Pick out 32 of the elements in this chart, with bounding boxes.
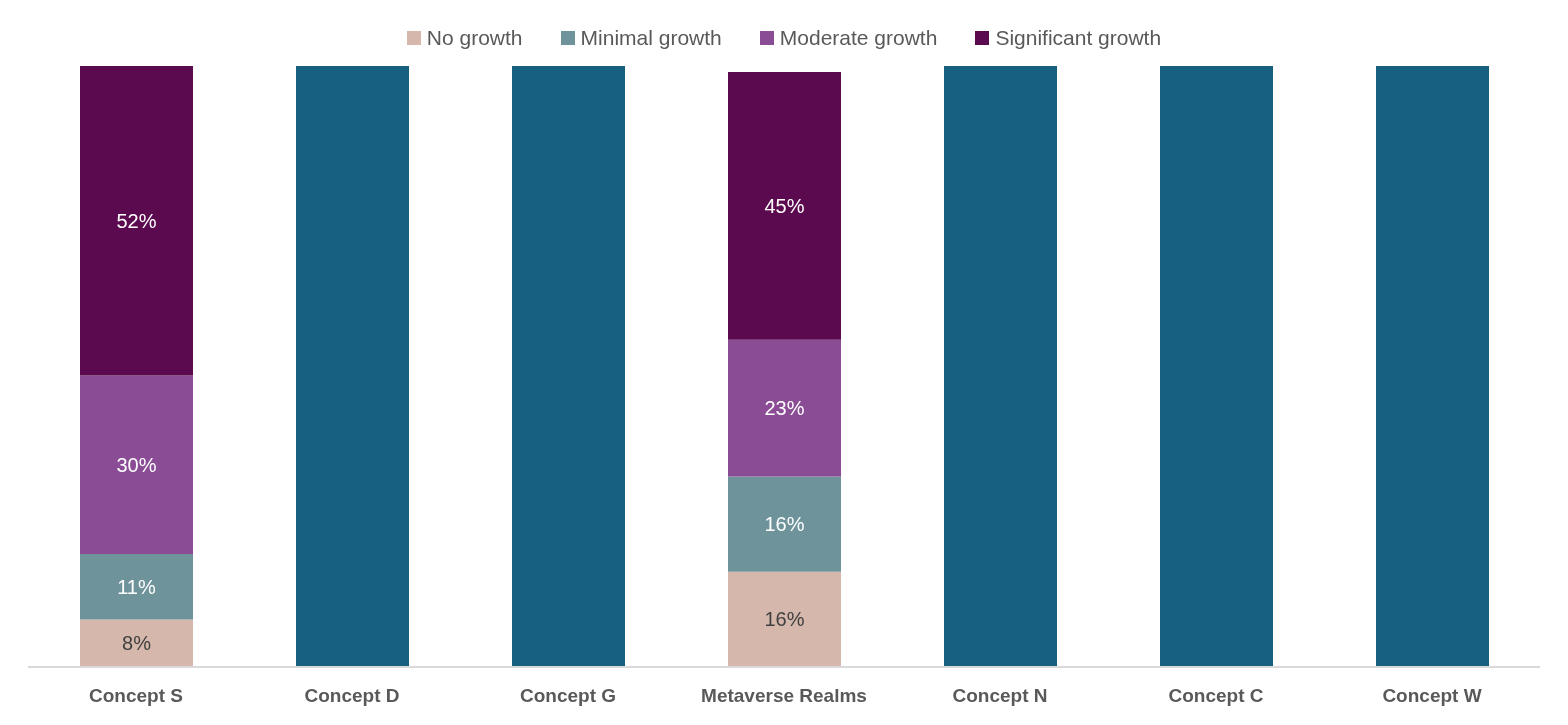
- bar: [944, 66, 1057, 667]
- legend-label: No growth: [426, 26, 523, 50]
- data-label: 11%: [117, 575, 156, 598]
- data-label: 52%: [116, 209, 157, 232]
- x-tick-label: Concept S: [89, 685, 183, 707]
- data-label: 16%: [764, 513, 805, 536]
- bar: [1160, 66, 1273, 667]
- bar: [80, 375, 193, 554]
- x-tick-label: Concept D: [304, 685, 400, 707]
- bar: [728, 339, 841, 477]
- bar: [1376, 66, 1489, 667]
- bar: [728, 571, 841, 667]
- bar: [296, 66, 409, 667]
- bar: [80, 553, 193, 620]
- data-label: 30%: [116, 453, 157, 476]
- x-tick-label: Concept C: [1168, 685, 1264, 707]
- data-label: 16%: [764, 608, 805, 631]
- data-label: 8%: [122, 632, 152, 655]
- legend-label: Significant growth: [995, 26, 1162, 50]
- legend-label: Moderate growth: [779, 26, 938, 50]
- bar: [728, 476, 841, 572]
- x-tick-label: Concept W: [1382, 685, 1482, 707]
- x-tick-label: Concept N: [952, 685, 1048, 707]
- bar: [80, 619, 193, 667]
- bar: [512, 66, 625, 667]
- x-tick-label: Metaverse Realms: [701, 685, 867, 707]
- x-tick-label: Concept G: [519, 685, 617, 707]
- bar: [728, 71, 841, 340]
- legend-label: Minimal growth: [580, 26, 722, 50]
- data-label: 23%: [764, 397, 805, 420]
- data-label: 45%: [764, 194, 805, 217]
- bar: [80, 66, 193, 376]
